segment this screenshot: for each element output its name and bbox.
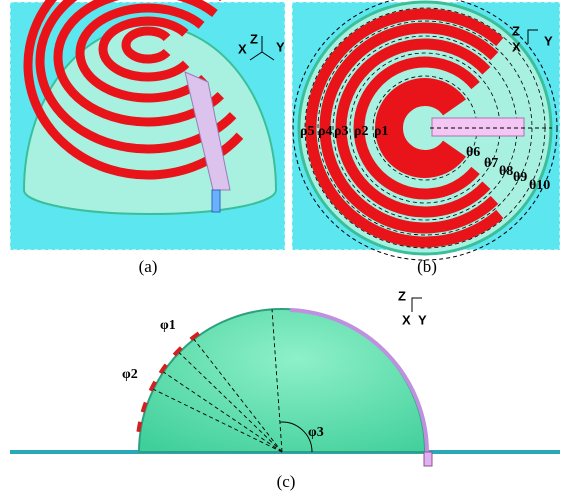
angle-label: φ2 [122,367,138,382]
axis-label: X [238,41,247,56]
probe [212,190,220,212]
probe-side [424,452,432,466]
radius-label: ρ1 [374,124,389,139]
feed-strip-top [432,118,524,136]
axis-label: Z [512,23,520,38]
axis-label: Y [276,39,285,54]
axis-label: Z [398,288,406,303]
angle-label: φ3 [308,425,324,440]
axis-label: X [512,39,521,54]
angle-label: θ6 [466,145,480,160]
axis-label: Z [250,31,258,46]
axis-label: Y [418,312,427,327]
angle-label: φ1 [160,318,176,333]
panel-label: (c) [277,472,296,491]
axis-label: X [402,312,411,327]
angle-label: θ8 [499,164,513,179]
radius-label: ρ3 [334,124,349,139]
angle-label: θ9 [513,170,527,185]
radius-label: ρ2 [354,124,369,139]
panel-label: (b) [417,257,437,276]
panel-label: (a) [139,257,158,276]
arm-section [138,422,140,432]
angle-label: θ7 [484,156,498,171]
radius-label: ρ5 [300,124,315,139]
radius-label: ρ4 [318,124,333,139]
axis-label: Y [544,33,553,48]
angle-label: θ10 [529,178,550,193]
hemisphere [139,309,425,452]
axis-glyph [412,298,422,312]
figure: (a) (b) (c) Z X Y Z X Y Z X Y ρ5 ρ4 ρ3 ρ… [0,0,569,493]
